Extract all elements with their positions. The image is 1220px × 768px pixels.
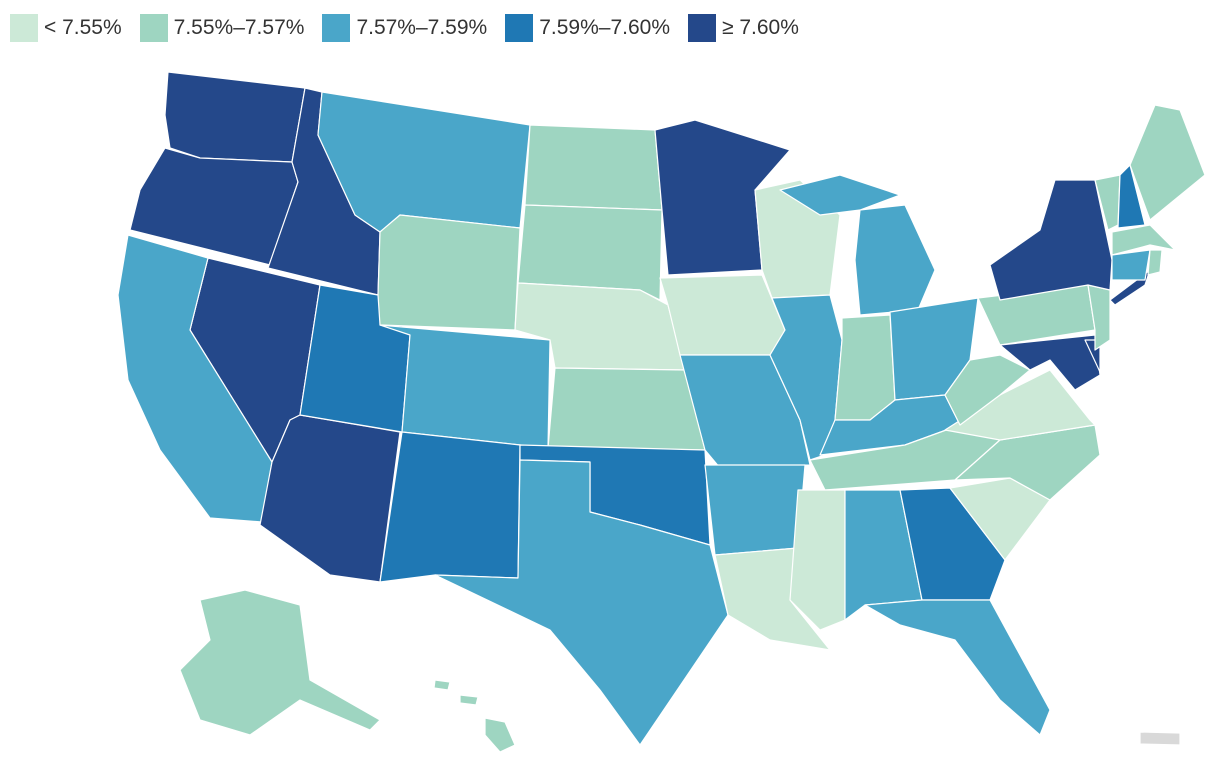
legend-swatch <box>139 14 168 42</box>
legend-item-2: 7.55%–7.57% <box>139 14 305 42</box>
state-AZ[interactable] <box>259 414 401 583</box>
legend-item-1: < 7.55% <box>10 14 122 42</box>
state-MA[interactable] <box>1111 224 1176 256</box>
state-IA[interactable] <box>659 274 786 356</box>
territory-PR[interactable] <box>1139 731 1181 746</box>
state-ME[interactable] <box>1129 104 1206 221</box>
legend-swatch <box>505 14 534 42</box>
state-IL[interactable] <box>769 294 843 461</box>
state-CA[interactable] <box>117 234 273 523</box>
legend-label: 7.57%–7.59% <box>356 16 488 39</box>
legend-item-4: 7.59%–7.60% <box>505 14 670 42</box>
legend-swatch <box>322 14 351 42</box>
state-MI[interactable] <box>854 204 936 316</box>
state-AK[interactable] <box>179 589 381 736</box>
state-TX[interactable] <box>434 459 729 746</box>
state-MI-UP[interactable] <box>779 174 901 216</box>
state-IN[interactable] <box>834 314 896 421</box>
state-WA[interactable] <box>164 71 306 163</box>
legend-label: 7.55%–7.57% <box>173 16 305 39</box>
map-legend: < 7.55% 7.55%–7.57% 7.57%–7.59% 7.59%–7.… <box>10 14 817 42</box>
legend-swatch <box>688 14 716 42</box>
state-NY[interactable] <box>989 179 1113 301</box>
legend-swatch <box>10 14 38 42</box>
state-AR[interactable] <box>704 464 806 556</box>
state-WY[interactable] <box>377 214 521 331</box>
state-MS[interactable] <box>789 489 846 631</box>
state-RI[interactable] <box>1147 249 1163 276</box>
legend-label: < 7.55% <box>44 16 122 39</box>
state-CT[interactable] <box>1111 249 1151 281</box>
state-ND[interactable] <box>524 124 663 211</box>
legend-item-5: ≥ 7.60% <box>688 14 799 42</box>
state-NH[interactable] <box>1117 164 1146 229</box>
state-KS[interactable] <box>547 367 706 451</box>
legend-label: ≥ 7.60% <box>722 16 799 39</box>
state-HI-2[interactable] <box>433 679 451 691</box>
legend-item-3: 7.57%–7.59% <box>322 14 487 42</box>
state-NM[interactable] <box>379 431 521 583</box>
state-HI[interactable] <box>484 717 516 753</box>
legend-label: 7.59%–7.60% <box>539 16 670 39</box>
state-HI-3[interactable] <box>459 694 479 706</box>
state-GA[interactable] <box>899 487 1006 601</box>
state-FL[interactable] <box>864 599 1051 736</box>
